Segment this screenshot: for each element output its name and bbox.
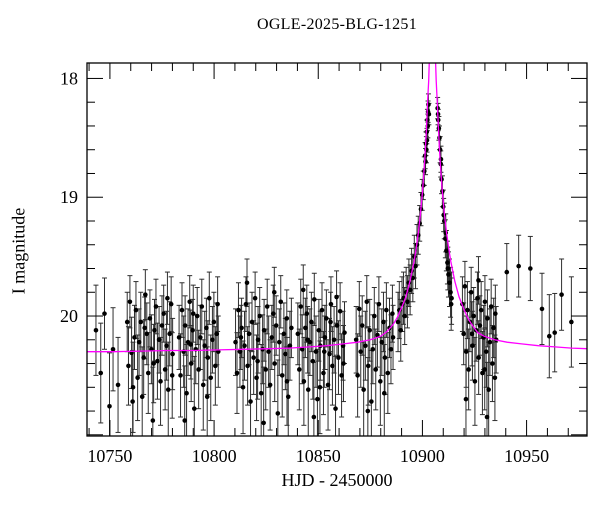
data-points [93,93,574,436]
svg-text:10750: 10750 [87,446,132,466]
svg-text:10900: 10900 [400,446,445,466]
plot-frame [86,62,588,437]
y-axis-label: I magnitude [8,207,29,295]
svg-text:18: 18 [60,68,78,88]
axis-ticks [87,63,587,436]
svg-text:10850: 10850 [296,446,341,466]
error-bars [93,93,574,436]
model-curve [87,63,587,353]
chart-title: OGLE-2025-BLG-1251 [256,16,418,33]
svg-text:10800: 10800 [192,446,237,466]
svg-text:19: 19 [60,187,78,207]
x-axis-tick-labels: 10750 10800 10850 10900 10950 [87,446,549,466]
photometry-points [93,102,574,426]
svg-text:10950: 10950 [504,446,549,466]
svg-text:20: 20 [60,306,78,326]
x-axis-label: HJD - 2450000 [281,470,393,490]
y-axis-tick-labels: 18 19 20 [60,68,78,326]
